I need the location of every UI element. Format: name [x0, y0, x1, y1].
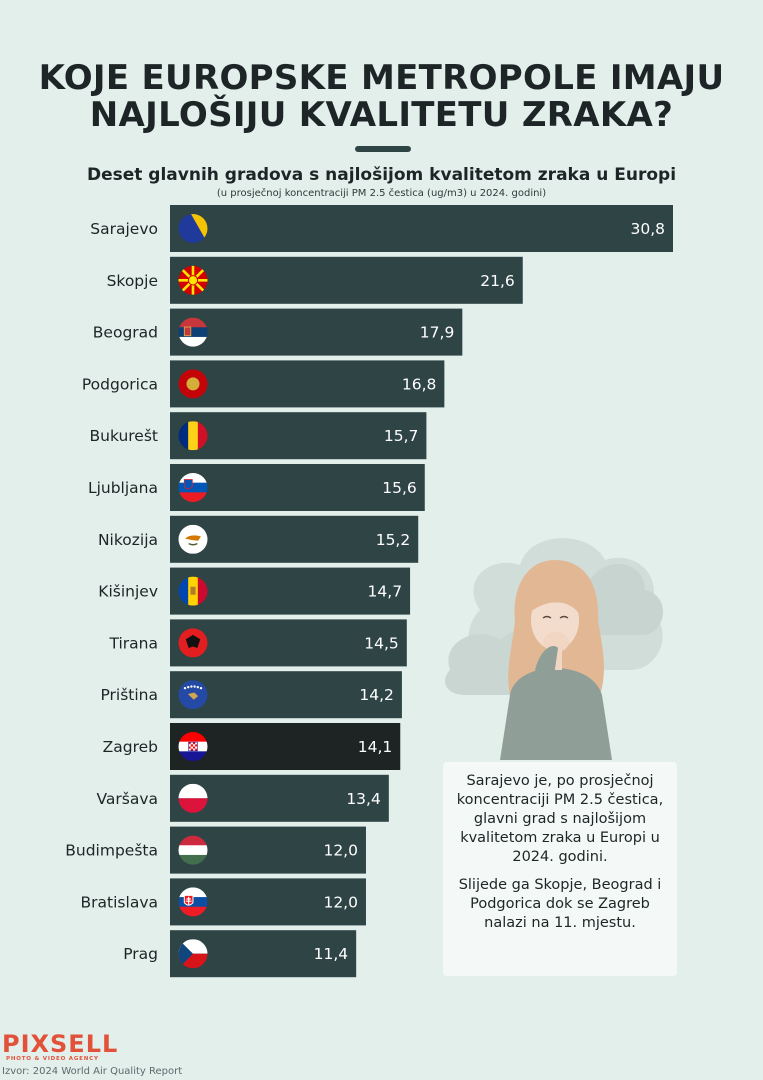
bar-7: [170, 567, 411, 615]
bar-1: [170, 256, 523, 304]
romania-flag-icon: [178, 421, 208, 451]
north-macedonia-flag-icon: [178, 265, 208, 295]
value-label: 12,0: [323, 842, 358, 860]
value-label: 15,7: [384, 427, 419, 445]
bar-5: [170, 464, 425, 511]
value-label: 30,8: [630, 220, 665, 238]
category-label: Tirana: [109, 634, 159, 652]
category-label: Skopje: [107, 272, 158, 290]
category-label: Ljubljana: [88, 479, 158, 497]
chart-title: Deset glavnih gradova s najlošijom kvali…: [86, 165, 677, 185]
value-label: 12,0: [323, 893, 358, 911]
bar-3: [170, 360, 445, 408]
bar-8: [170, 619, 407, 667]
value-label: 11,4: [314, 945, 349, 963]
poland-flag-icon: [178, 783, 208, 813]
category-label: Bukurešt: [89, 427, 158, 445]
category-label: Beograd: [93, 324, 158, 342]
slovakia-flag-icon: [178, 887, 208, 917]
value-label: 14,2: [359, 686, 394, 704]
value-label: 17,9: [420, 324, 455, 342]
category-label: Prag: [123, 945, 158, 963]
category-label: Budimpešta: [65, 842, 158, 860]
value-label: 15,6: [382, 479, 417, 497]
value-label: 14,5: [364, 634, 399, 652]
montenegro-flag-icon: [178, 369, 208, 399]
bosnia-flag-icon: [178, 214, 208, 243]
value-label: 21,6: [480, 272, 515, 290]
summary-paragraph-1: Sarajevo je, po prosječnoj koncentraciji…: [456, 773, 664, 865]
bar-9: [170, 671, 402, 719]
moldova-flag-icon: [178, 576, 208, 606]
bar-2: [170, 308, 463, 356]
category-label: Priština: [100, 686, 158, 704]
slovenia-flag-icon: [178, 473, 208, 502]
title-line-2: NAJLOŠIJU KVALITETU ZRAKA?: [89, 95, 674, 135]
hungary-flag-icon: [178, 835, 208, 865]
source-note: Izvor: 2024 World Air Quality Report: [2, 1066, 183, 1077]
woman-coughing-illustration: [445, 538, 664, 760]
cyprus-flag-icon: [178, 524, 208, 554]
category-label: Kišinjev: [98, 583, 158, 601]
czechia-flag-icon: [178, 939, 208, 969]
logo-tagline: PHOTO & VIDEO AGENCY: [6, 1056, 99, 1062]
value-label: 16,8: [402, 375, 437, 393]
value-label: 15,2: [376, 531, 411, 549]
category-label: Zagreb: [103, 738, 158, 756]
summary-note: Sarajevo je, po prosječnoj koncentraciji…: [443, 762, 677, 976]
bar-0: [170, 205, 673, 252]
title-divider: [355, 146, 411, 152]
page-title: KOJE EUROPSKE METROPOLE IMAJU NAJLOŠIJU …: [0, 60, 763, 134]
category-label: Sarajevo: [90, 220, 158, 238]
albania-flag-icon: [178, 628, 208, 658]
bar-6: [170, 515, 419, 563]
kosovo-flag-icon: [178, 680, 208, 710]
value-label: 14,7: [368, 583, 403, 601]
croatia-flag-icon: [178, 732, 208, 761]
category-label: Bratislava: [81, 893, 158, 911]
category-label: Nikozija: [98, 531, 158, 549]
bar-chart: Sarajevo 30,8 Skopje 21,6 Beograd 17,9 Podgori…: [65, 205, 673, 978]
bar-4: [170, 412, 427, 460]
bar-10: [170, 723, 401, 770]
title-line-1: KOJE EUROPSKE METROPOLE IMAJU: [38, 58, 725, 98]
value-label: 13,4: [346, 790, 381, 808]
serbia-flag-icon: [178, 317, 208, 347]
category-label: Podgorica: [82, 375, 158, 393]
category-label: Varšava: [96, 790, 158, 808]
summary-paragraph-2: Slijede ga Skopje, Beograd i Podgorica d…: [458, 877, 662, 931]
pixsell-logo: PIXSELL PHOTO & VIDEO AGENCY: [2, 1030, 118, 1062]
logo-name: PIXSELL: [2, 1030, 119, 1058]
value-label: 14,1: [358, 738, 393, 756]
chart-subtitle: (u prosječnoj koncentraciji PM 2.5 česti…: [216, 188, 547, 199]
